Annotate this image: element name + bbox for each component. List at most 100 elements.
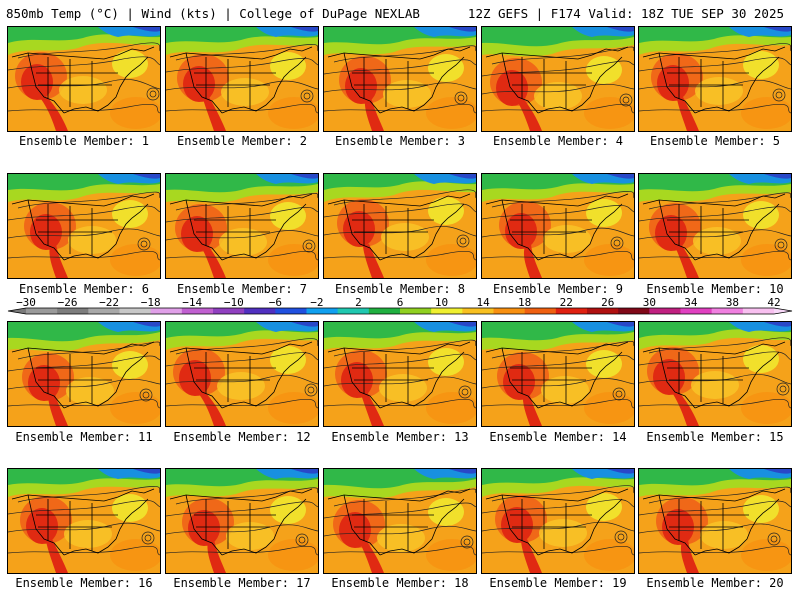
colorbar-swatch xyxy=(57,308,89,314)
temperature-field-map xyxy=(324,174,476,278)
colorbar-swatch xyxy=(555,308,588,314)
ensemble-member-map xyxy=(638,26,792,132)
temperature-field-map xyxy=(8,174,160,278)
colorbar-swatch xyxy=(680,308,713,314)
colorbar-tick-label: −22 xyxy=(99,296,119,309)
ensemble-member-map xyxy=(481,321,635,427)
ensemble-member-label: Ensemble Member: 13 xyxy=(331,430,469,444)
temperature-field-map xyxy=(324,469,476,573)
model-valid-time: 12Z GEFS | F174 Valid: 18Z TUE SEP 30 20… xyxy=(467,6,784,21)
colorbar-tick-label: 6 xyxy=(397,296,404,309)
colorbar-swatch xyxy=(26,308,58,314)
temperature-field-map xyxy=(639,27,791,131)
ensemble-member-map xyxy=(481,26,635,132)
colorbar-swatch xyxy=(462,308,494,314)
ensemble-member-label: Ensemble Member: 11 xyxy=(15,430,153,444)
ensemble-member-label: Ensemble Member: 3 xyxy=(334,134,466,148)
temperature-colorbar: −30 −26 −22 −18 −14 −10 −6 −2 2 6 10 14 18 22 26 30 34 38… xyxy=(6,296,794,320)
temperature-field-map xyxy=(482,27,634,131)
colorbar-graphic: −30 −26 −22 −18 −14 −10 −6 −2 2 6 10 14 18 22 26 30 34 38… xyxy=(7,296,793,315)
ensemble-member-label: Ensemble Member: 9 xyxy=(492,282,624,296)
colorbar-tick-label: −26 xyxy=(58,296,78,309)
colorbar-swatch xyxy=(150,308,183,314)
ensemble-member-map xyxy=(165,468,319,574)
colorbar-swatch xyxy=(524,308,557,314)
colorbar-tick-label: −6 xyxy=(269,296,282,309)
ensemble-member-label: Ensemble Member: 6 xyxy=(18,282,150,296)
ensemble-member-map xyxy=(638,468,792,574)
ensemble-member-label: Ensemble Member: 10 xyxy=(646,282,784,296)
ensemble-member-map xyxy=(165,321,319,427)
ensemble-member-label: Ensemble Member: 12 xyxy=(173,430,311,444)
ensemble-member-label: Ensemble Member: 2 xyxy=(176,134,308,148)
colorbar-swatch xyxy=(368,308,401,314)
colorbar-swatch xyxy=(649,308,681,314)
ensemble-member-label: Ensemble Member: 4 xyxy=(492,134,624,148)
ensemble-member-map xyxy=(323,468,477,574)
colorbar-tick-label: −14 xyxy=(182,296,202,309)
temperature-field-map xyxy=(8,469,160,573)
temperature-field-map xyxy=(166,322,318,426)
ensemble-member-label: Ensemble Member: 15 xyxy=(646,430,784,444)
colorbar-swatch xyxy=(587,308,619,314)
ensemble-member-label: Ensemble Member: 20 xyxy=(646,576,784,590)
temperature-field-map xyxy=(166,469,318,573)
colorbar-tick-label: −30 xyxy=(16,296,36,309)
temperature-field-map xyxy=(482,469,634,573)
ensemble-member-label: Ensemble Member: 1 xyxy=(18,134,150,148)
colorbar-swatch xyxy=(213,308,245,314)
colorbar-tick-label: 10 xyxy=(435,296,448,309)
colorbar-swatch xyxy=(119,308,152,314)
colorbar-swatch xyxy=(711,308,744,314)
map-title: 850mb Temp (°C) | Wind (kts) | College o… xyxy=(6,6,420,21)
colorbar-outline xyxy=(7,307,793,315)
ensemble-member-label: Ensemble Member: 18 xyxy=(331,576,469,590)
temperature-field-map xyxy=(324,27,476,131)
ensemble-member-label: Ensemble Member: 14 xyxy=(489,430,627,444)
colorbar-tick-label: 14 xyxy=(476,296,490,309)
colorbar-swatch xyxy=(275,308,307,314)
colorbar-max-arrow xyxy=(774,308,792,314)
ensemble-member-map xyxy=(7,468,161,574)
ensemble-member-map xyxy=(7,26,161,132)
ensemble-member-label: Ensemble Member: 16 xyxy=(15,576,153,590)
temperature-field-map xyxy=(166,27,318,131)
ensemble-member-map xyxy=(638,321,792,427)
ensemble-member-map xyxy=(165,173,319,279)
colorbar-swatch xyxy=(306,308,339,314)
colorbar-tick-label: 38 xyxy=(726,296,739,309)
temperature-field-map xyxy=(639,469,791,573)
ensemble-member-map xyxy=(7,173,161,279)
temperature-field-map xyxy=(324,322,476,426)
colorbar-swatch xyxy=(618,308,650,314)
ensemble-member-map xyxy=(323,173,477,279)
colorbar-tick-label: −2 xyxy=(310,296,323,309)
ensemble-member-map xyxy=(481,468,635,574)
colorbar-swatch xyxy=(244,308,276,314)
colorbar-swatch xyxy=(181,308,214,314)
colorbar-swatch xyxy=(493,308,526,314)
temperature-field-map xyxy=(482,174,634,278)
ensemble-member-label: Ensemble Member: 7 xyxy=(176,282,308,296)
temperature-field-map xyxy=(639,322,791,426)
colorbar-tick-label: 26 xyxy=(601,296,614,309)
colorbar-swatch xyxy=(742,308,775,314)
colorbar-tick-label: 34 xyxy=(684,296,698,309)
ensemble-member-label: Ensemble Member: 8 xyxy=(334,282,466,296)
temperature-field-map xyxy=(166,174,318,278)
temperature-field-map xyxy=(8,322,160,426)
colorbar-tick-label: −10 xyxy=(224,296,244,309)
temperature-field-map xyxy=(8,27,160,131)
temperature-field-map xyxy=(482,322,634,426)
ensemble-member-map xyxy=(481,173,635,279)
colorbar-tick-label: 30 xyxy=(643,296,656,309)
colorbar-tick-label: 2 xyxy=(355,296,362,309)
colorbar-swatch xyxy=(88,308,120,314)
colorbar-swatch xyxy=(337,308,370,314)
ensemble-member-map xyxy=(638,173,792,279)
ensemble-member-map xyxy=(323,321,477,427)
ensemble-member-label: Ensemble Member: 17 xyxy=(173,576,311,590)
colorbar-swatch xyxy=(431,308,463,314)
ensemble-member-map xyxy=(165,26,319,132)
colorbar-swatch xyxy=(400,308,432,314)
